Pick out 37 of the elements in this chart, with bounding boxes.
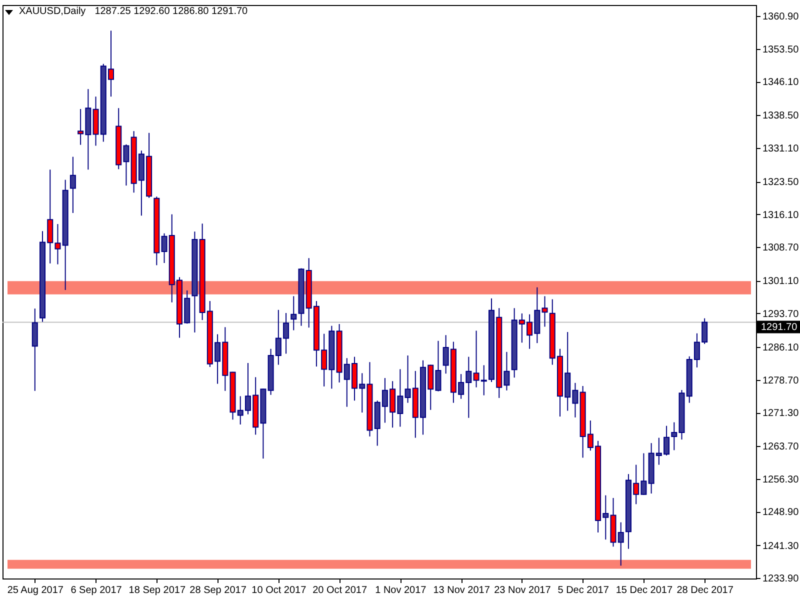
x-tick-label: 10 Oct 2017 bbox=[252, 585, 307, 596]
x-tick-label: 28 Dec 2017 bbox=[676, 585, 734, 596]
x-tick-label: 23 Nov 2017 bbox=[494, 585, 552, 596]
y-tick-label: 1293.70 bbox=[762, 308, 800, 320]
y-tick-label: 1360.90 bbox=[762, 12, 800, 23]
y-tick-label: 1353.50 bbox=[762, 44, 800, 56]
y-tick-label: 1271.30 bbox=[762, 408, 800, 420]
y-tick-label: 1278.70 bbox=[762, 375, 800, 386]
candlestick bbox=[542, 296, 548, 328]
x-tick-label: 20 Oct 2017 bbox=[312, 585, 368, 596]
x-tick-label: 13 Nov 2017 bbox=[433, 585, 490, 596]
x-tick-label: 6 Sep 2017 bbox=[70, 585, 122, 596]
y-tick-label: 1248.90 bbox=[762, 507, 800, 518]
x-tick-label: 1 Nov 2017 bbox=[375, 585, 427, 596]
candlestick bbox=[290, 296, 297, 331]
x-tick-label: 18 Sep 2017 bbox=[128, 585, 186, 596]
y-tick-label: 1346.10 bbox=[762, 77, 800, 88]
y-tick-label: 1263.70 bbox=[762, 442, 800, 453]
y-tick-label: 1233.90 bbox=[762, 574, 800, 585]
y-tick-label: 1286.10 bbox=[762, 342, 800, 354]
candlestick bbox=[70, 156, 76, 214]
ref-line-label: 1291.70 bbox=[761, 322, 798, 334]
y-tick-label: 1256.30 bbox=[762, 474, 800, 486]
y-tick-label: 1316.10 bbox=[762, 210, 800, 221]
y-tick-label: 1241.30 bbox=[762, 540, 800, 552]
x-tick-label: 28 Sep 2017 bbox=[190, 585, 247, 596]
candlestick bbox=[32, 308, 38, 392]
y-tick-label: 1301.10 bbox=[762, 276, 800, 288]
x-tick-label: 15 Dec 2017 bbox=[616, 585, 673, 596]
y-tick-label: 1331.10 bbox=[762, 143, 800, 154]
x-tick-label: 5 Dec 2017 bbox=[558, 585, 610, 596]
y-tick-label: 1308.70 bbox=[762, 242, 800, 254]
chart-title: XAUUSD,Daily bbox=[19, 6, 86, 18]
y-tick-label: 1323.50 bbox=[762, 177, 800, 188]
y-tick-label: 1338.50 bbox=[762, 110, 800, 122]
chart-subtitle: 1287.25 1292.60 1286.80 1291.70 bbox=[94, 6, 248, 18]
x-tick-label: 25 Aug 2017 bbox=[7, 585, 64, 596]
